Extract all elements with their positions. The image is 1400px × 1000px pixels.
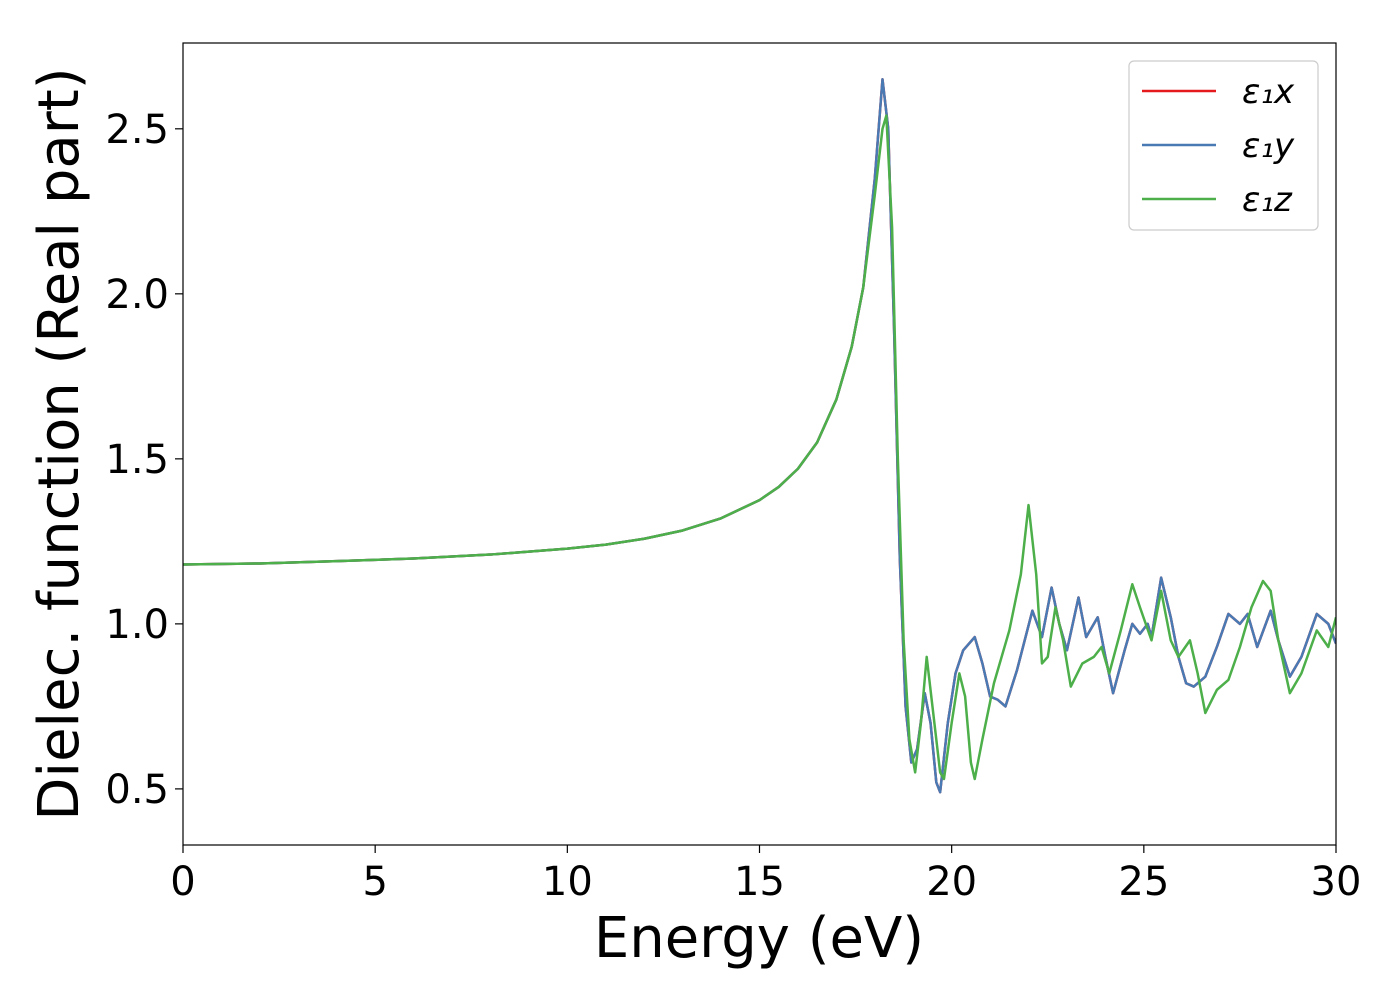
x-axis-label: Energy (eV) [594, 906, 924, 971]
x-tick-label: 25 [1118, 859, 1169, 905]
legend-label: ε₁x [1242, 72, 1295, 112]
x-tick-label: 5 [362, 859, 387, 905]
legend-label: ε₁y [1242, 126, 1295, 166]
y-tick-label: 1.0 [105, 602, 169, 648]
x-tick-label: 0 [170, 859, 195, 905]
x-tick-label: 15 [734, 859, 785, 905]
x-tick-label: 20 [926, 859, 977, 905]
y-tick-label: 1.5 [105, 437, 169, 483]
y-tick-label: 2.0 [105, 272, 169, 318]
legend-box [1128, 60, 1319, 231]
x-tick-label: 10 [542, 859, 593, 905]
x-tick-label: 30 [1311, 859, 1362, 905]
plot-frame [182, 42, 1337, 846]
y-axis-label: Dielec. function (Real part) [27, 67, 92, 820]
y-tick-label: 2.5 [105, 107, 169, 153]
series-line [183, 114, 1336, 781]
y-tick-label: 0.5 [105, 767, 169, 813]
legend-label: ε₁z [1242, 180, 1293, 220]
